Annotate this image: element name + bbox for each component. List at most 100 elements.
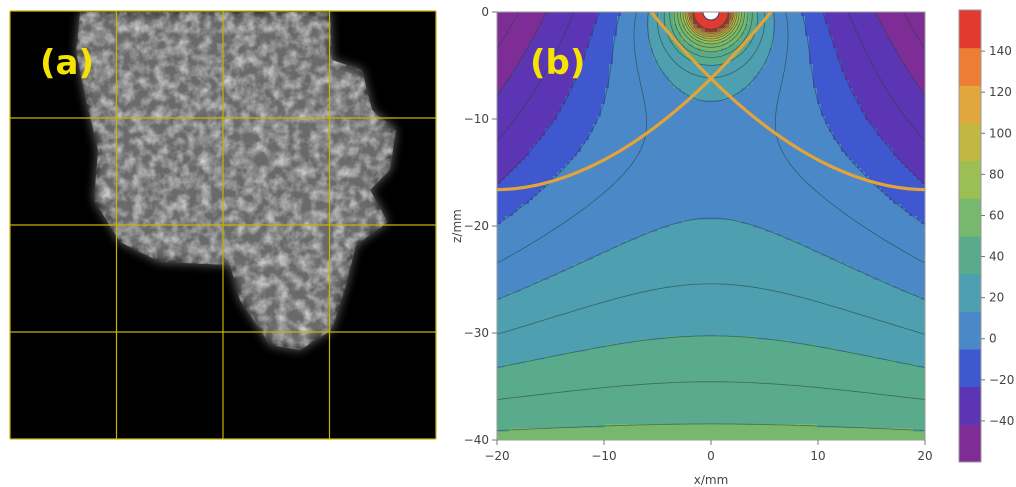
contour-cell: [605, 72, 610, 77]
contour-cell: [729, 120, 734, 125]
contour-cell: [541, 160, 546, 165]
contour-cell: [525, 104, 530, 109]
contour-cell: [785, 168, 790, 173]
contour-cell: [869, 132, 874, 137]
contour-cell: [589, 52, 594, 57]
contour-cell: [721, 132, 726, 137]
contour-cell: [533, 56, 538, 61]
contour-cell: [761, 184, 766, 189]
contour-cell: [529, 24, 534, 29]
contour-cell: [565, 180, 570, 185]
contour-cell: [845, 56, 850, 61]
contour-cell: [541, 172, 546, 177]
contour-cell: [553, 60, 558, 65]
contour-cell: [781, 120, 786, 125]
contour-cell: [837, 20, 842, 25]
contour-cell: [569, 188, 574, 193]
contour-cell: [561, 24, 566, 29]
contour-cell: [569, 60, 574, 65]
contour-cell: [649, 96, 654, 101]
contour-cell: [685, 64, 690, 69]
contour-cell: [917, 124, 922, 129]
contour-cell: [837, 80, 842, 85]
contour-cell: [705, 28, 710, 33]
contour-cell: [805, 20, 810, 25]
contour-cell: [765, 112, 770, 117]
contour-cell: [585, 12, 590, 17]
contour-cell: [689, 80, 694, 85]
contour-cell: [817, 168, 822, 173]
contour-cell: [565, 132, 570, 137]
contour-cell: [661, 132, 666, 137]
contour-cell: [893, 176, 898, 181]
contour-cell: [741, 72, 746, 77]
contour-cell: [877, 152, 882, 157]
contour-cell: [505, 152, 510, 157]
contour-cell: [749, 24, 754, 29]
contour-cell: [621, 108, 626, 113]
contour-cell: [725, 168, 730, 173]
contour-cell: [885, 76, 890, 81]
contour-cell: [869, 44, 874, 49]
contour-cell: [769, 192, 774, 197]
contour-cell: [717, 128, 722, 133]
contour-cell: [849, 188, 854, 193]
contour-cell: [697, 180, 702, 185]
contour-cell: [509, 160, 514, 165]
contour-cell: [585, 32, 590, 37]
contour-cell: [585, 152, 590, 157]
contour-cell: [729, 160, 734, 165]
contour-cell: [813, 16, 818, 21]
contour-cell: [525, 20, 530, 25]
contour-cell: [709, 180, 714, 185]
contour-cell: [901, 56, 906, 61]
contour-cell: [557, 140, 562, 145]
contour-cell: [765, 20, 770, 25]
contour-cell: [841, 188, 846, 193]
contour-cell: [521, 144, 526, 149]
contour-cell: [685, 116, 690, 121]
contour-cell: [897, 36, 902, 41]
contour-cell: [677, 84, 682, 89]
contour-cell: [897, 164, 902, 169]
contour-cell: [533, 80, 538, 85]
contour-cell: [877, 184, 882, 189]
contour-cell: [873, 152, 878, 157]
contour-cell: [509, 76, 514, 81]
contour-cell: [569, 156, 574, 161]
contour-cell: [657, 116, 662, 121]
contour-cell: [841, 88, 846, 93]
contour-cell: [889, 104, 894, 109]
contour-cell: [749, 128, 754, 133]
contour-cell: [745, 76, 750, 81]
contour-cell: [693, 108, 698, 113]
contour-cell: [661, 116, 666, 121]
contour-cell: [821, 120, 826, 125]
contour-cell: [641, 48, 646, 53]
contour-cell: [545, 160, 550, 165]
contour-cell: [505, 68, 510, 73]
contour-cell: [685, 88, 690, 93]
contour-cell: [765, 168, 770, 173]
contour-cell: [705, 68, 710, 73]
contour-cell: [589, 56, 594, 61]
contour-cell: [805, 176, 810, 181]
contour-cell: [717, 180, 722, 185]
contour-cell: [869, 184, 874, 189]
contour-cell: [685, 132, 690, 137]
contour-cell: [609, 28, 614, 33]
contour-cell: [829, 32, 834, 37]
contour-cell: [713, 128, 718, 133]
contour-cell: [585, 184, 590, 189]
contour-cell: [725, 56, 730, 61]
contour-cell: [637, 28, 642, 33]
contour-cell: [701, 188, 706, 193]
contour-cell: [657, 152, 662, 157]
contour-cell: [861, 96, 866, 101]
contour-cell: [597, 128, 602, 133]
contour-cell: [865, 88, 870, 93]
contour-cell: [909, 192, 914, 197]
contour-cell: [813, 40, 818, 45]
contour-cell: [841, 84, 846, 89]
contour-cell: [829, 48, 834, 53]
